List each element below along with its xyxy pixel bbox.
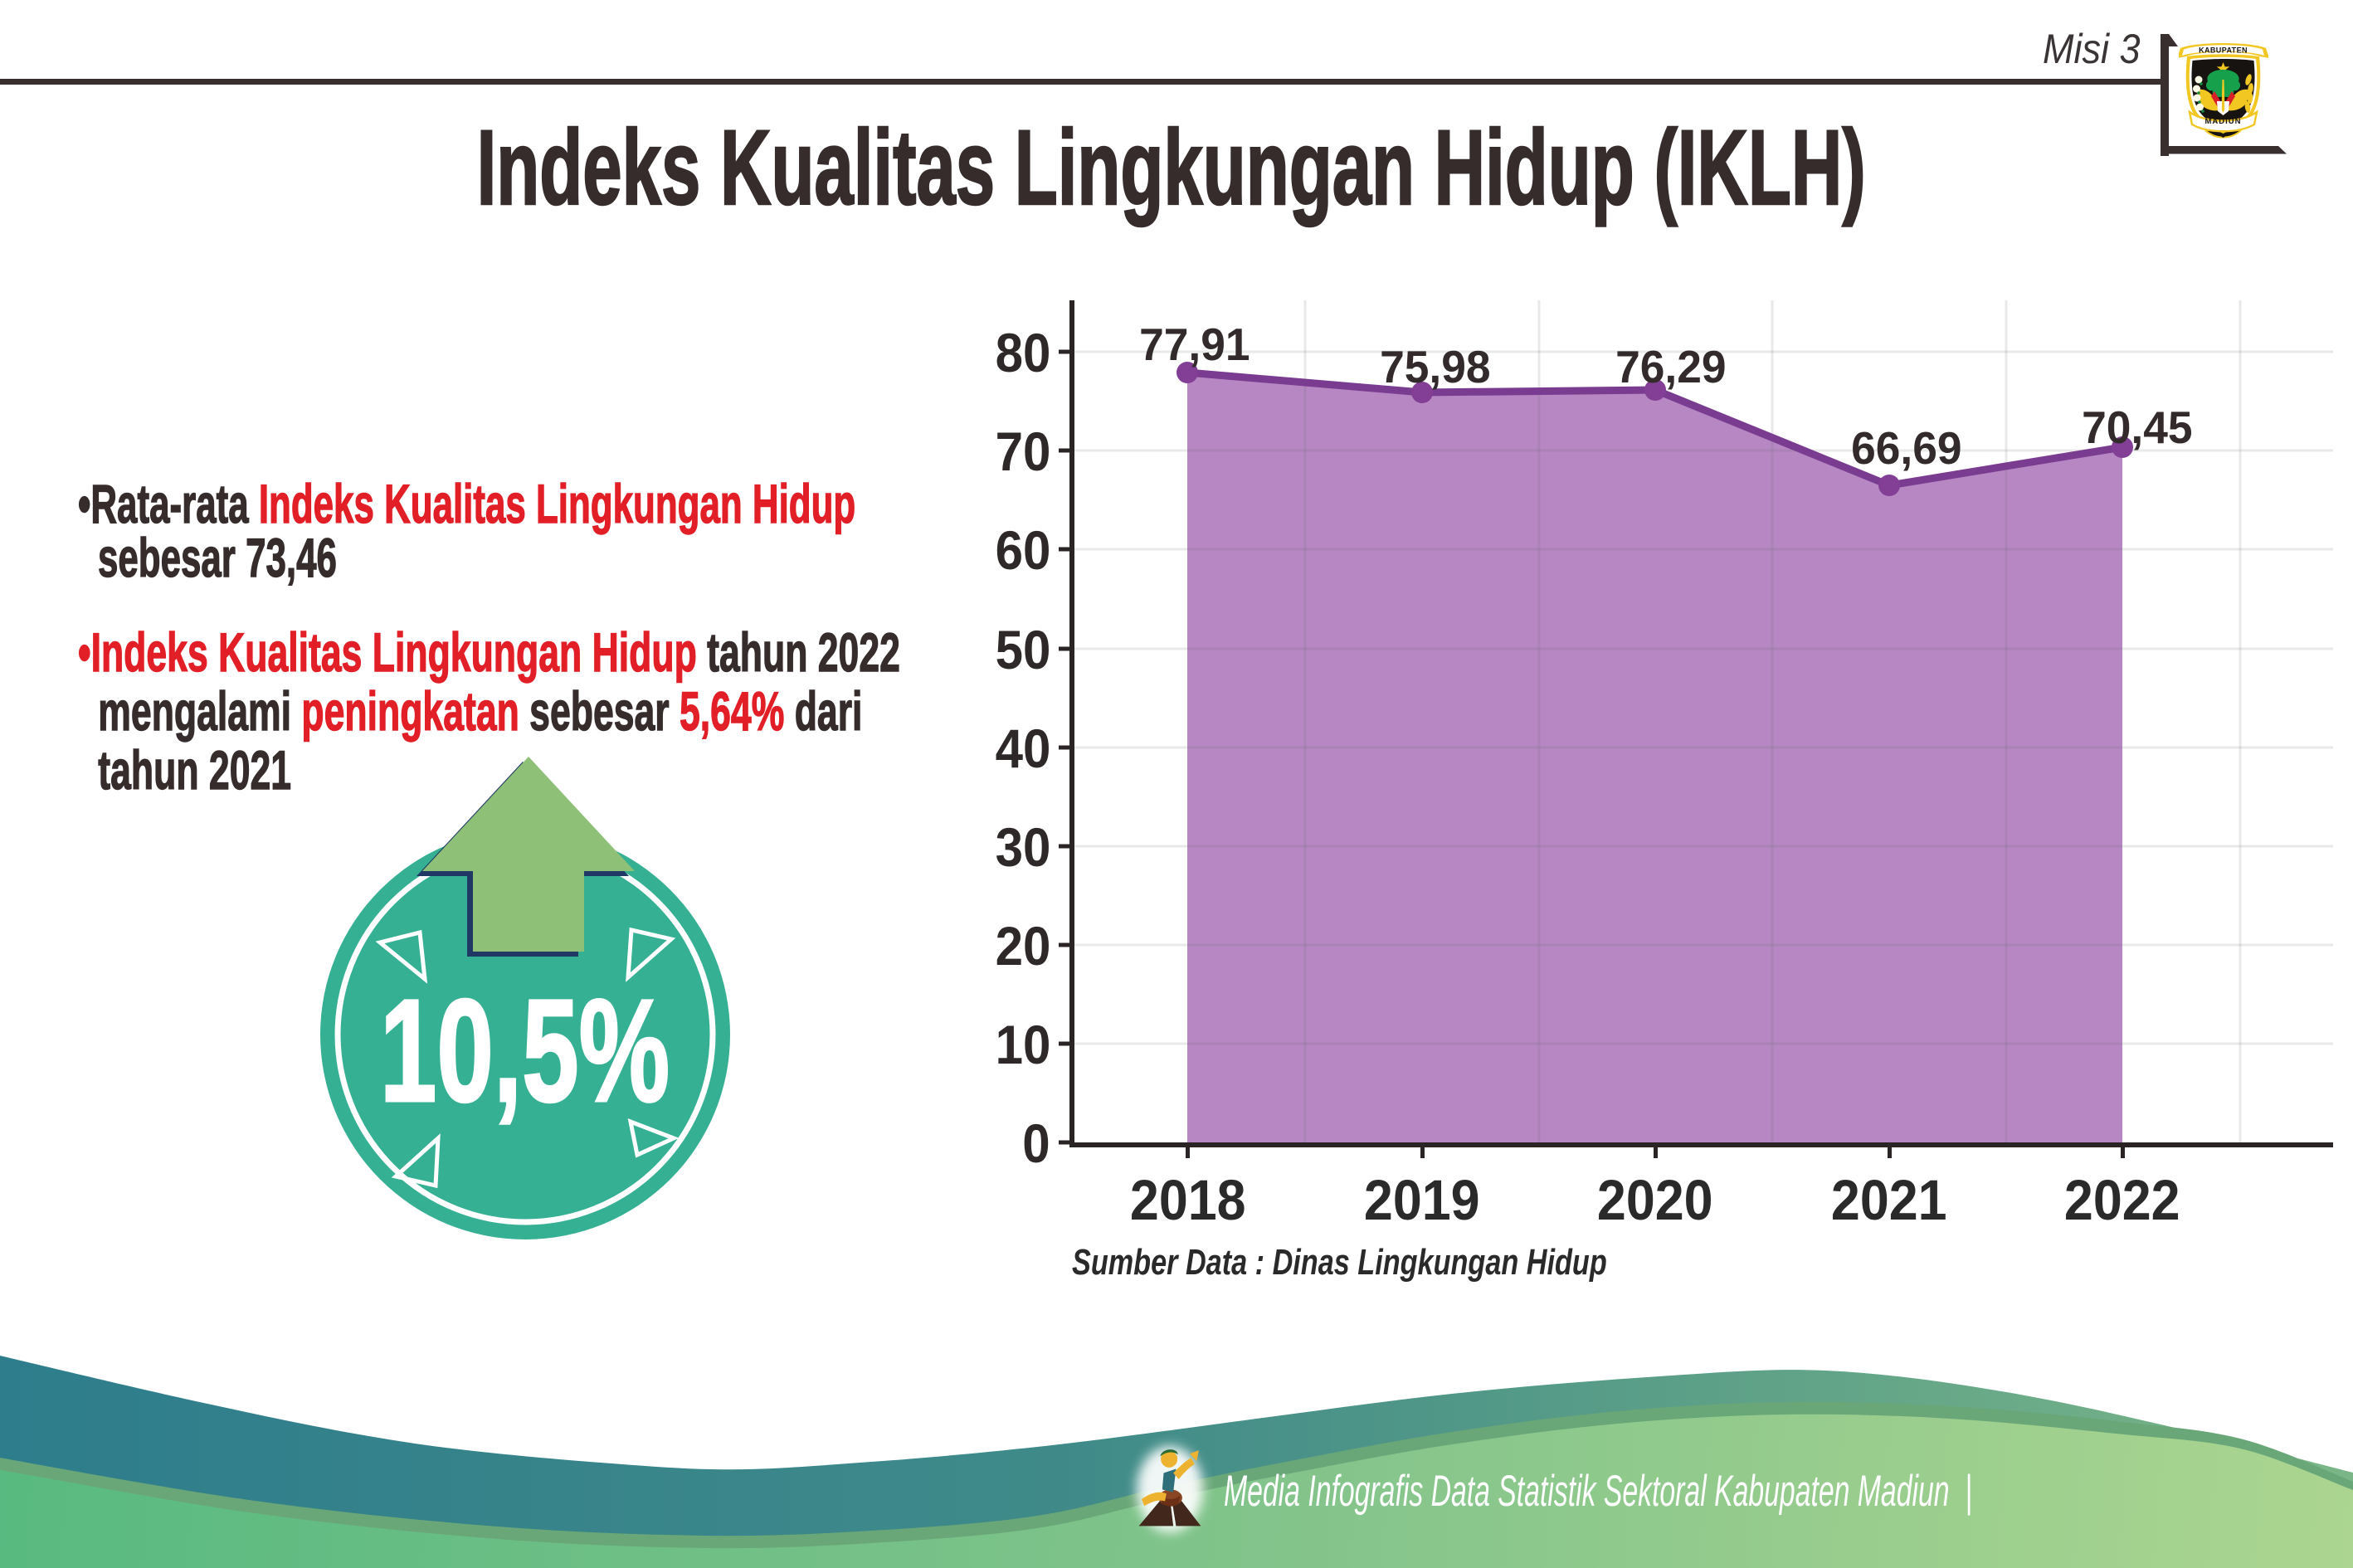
svg-text:MADIUN: MADIUN [2205, 117, 2242, 126]
svg-text:KABUPATEN: KABUPATEN [2199, 46, 2248, 55]
